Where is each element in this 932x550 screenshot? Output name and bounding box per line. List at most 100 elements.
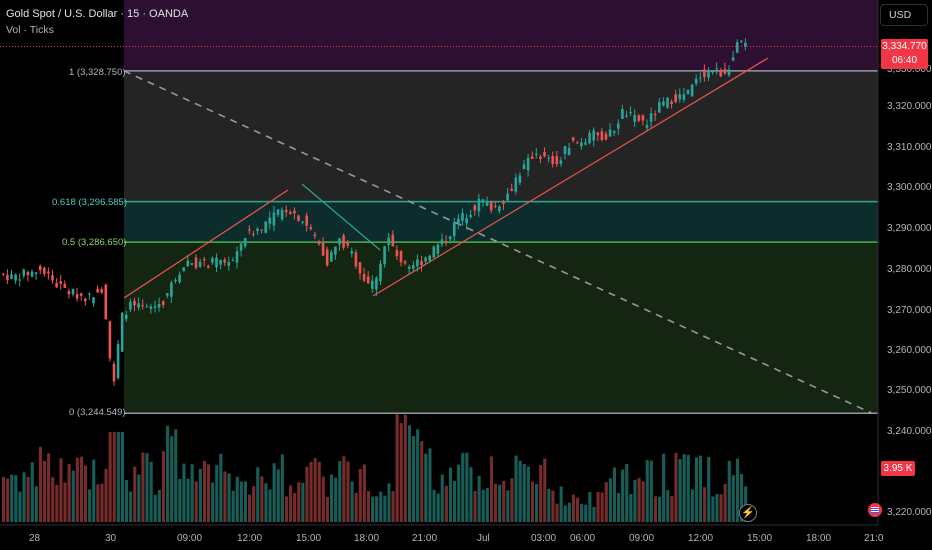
volume-bar [301, 482, 305, 522]
volume-bar [207, 464, 211, 522]
candle-body [104, 284, 108, 320]
candle-body [477, 198, 481, 212]
price-axis[interactable]: 3,330.000 3,320.000 3,310.000 3,300.000 … [877, 0, 932, 525]
tick-3220: 3,220.000 [887, 507, 932, 518]
volume-bar [457, 464, 461, 522]
volume-bar [92, 459, 96, 522]
lightning-icon[interactable]: ⚡ [739, 504, 757, 522]
candle-body [592, 130, 595, 141]
volume-bar [100, 483, 104, 522]
candle-body [223, 259, 226, 263]
candle-body [96, 288, 99, 293]
candle-body [358, 262, 362, 274]
symbol-title[interactable]: Gold Spot / U.S. Dollar · 15 · OANDA [6, 8, 189, 20]
candle-body [157, 304, 161, 308]
volume-bar [584, 504, 588, 522]
candle-body [2, 273, 5, 275]
candle-body [330, 251, 333, 262]
volume-indicator-label[interactable]: Vol · Ticks [6, 24, 54, 36]
candle-body [412, 265, 415, 269]
volume-bar [223, 471, 227, 522]
volume-bar [453, 481, 457, 522]
volume-bar [551, 490, 555, 522]
volume-bar [662, 453, 666, 522]
volume-bar [268, 489, 272, 522]
tick-3330: 3,330.000 [887, 64, 932, 75]
candle-body [338, 238, 341, 245]
candle-body [112, 363, 116, 382]
candle-body [346, 242, 349, 246]
candle-body [670, 101, 673, 105]
volume-bar [297, 482, 301, 522]
volume-bar [469, 467, 473, 522]
volume-bar [174, 429, 178, 522]
us-flag-icon[interactable] [868, 503, 882, 517]
chart-legend[interactable]: Gold Spot / U.S. Dollar · 15 · OANDA Vol… [6, 6, 188, 38]
volume-bar [444, 485, 448, 522]
candle-body [305, 215, 308, 226]
time-axis[interactable]: 28 30 09:00 12:00 15:00 18:00 21:00 Jul … [0, 524, 932, 550]
volume-bar [120, 432, 124, 522]
candle-body [740, 40, 743, 42]
candle-body [276, 209, 280, 215]
candle-body [362, 274, 366, 281]
volume-bar [621, 469, 625, 522]
candle-body [596, 132, 600, 136]
volume-bar [699, 455, 703, 522]
candle-body [63, 283, 67, 288]
volume-bar [678, 459, 682, 522]
tick-3250: 3,250.000 [887, 385, 932, 396]
candle-body [43, 267, 46, 274]
zone-0618-05 [124, 201, 878, 243]
candle-body [678, 94, 682, 100]
volume-bar [22, 472, 26, 522]
fib-labels[interactable]: 1 (3,328.750) 0.618 (3,296.585) 0.5 (3,2… [52, 67, 127, 418]
candle-body [727, 69, 731, 76]
volume-bar [67, 463, 71, 522]
volume-bar [96, 484, 100, 522]
volume-bar [284, 496, 288, 522]
candle-body [715, 68, 718, 70]
fib-zones [124, 0, 878, 414]
candle-body [207, 265, 210, 268]
time-tick-0900b: 09:00 [629, 533, 654, 544]
time-tick-1800b: 18:00 [806, 533, 831, 544]
candle-body [510, 188, 513, 191]
volume-bar [264, 483, 268, 522]
candle-body [694, 78, 698, 84]
candle-body [297, 215, 300, 221]
volume-bar [473, 490, 477, 522]
volume-bar [502, 480, 506, 522]
volume-bar [448, 467, 452, 522]
candle-body [227, 262, 231, 266]
time-tick-1200: 12:00 [237, 533, 262, 544]
candle-body [268, 217, 272, 224]
volume-bar [133, 466, 137, 522]
candle-body [440, 239, 444, 245]
volume-bar [686, 454, 690, 522]
candle-body [617, 123, 620, 129]
volume-bar [629, 493, 633, 522]
volume-bar [227, 473, 231, 522]
volume-bar [727, 460, 731, 522]
candle-body [383, 246, 386, 265]
time-tick-0900: 09:00 [177, 533, 202, 544]
volume-bar [51, 477, 55, 522]
candle-body [248, 229, 251, 231]
volume-bar [14, 475, 18, 522]
volume-bar [703, 487, 707, 522]
candle-body [116, 344, 120, 379]
candle-body [686, 89, 690, 95]
volume-bar [391, 491, 395, 522]
candle-body [59, 281, 62, 284]
volume-bar [194, 481, 198, 522]
candle-body [38, 265, 42, 271]
currency-button[interactable]: USD [880, 4, 928, 26]
volume-bar [612, 467, 616, 522]
volume-bar [366, 490, 370, 522]
volume-bar [477, 475, 481, 522]
candle-body [375, 277, 378, 290]
volume-bar [625, 463, 629, 522]
volume-bar [309, 461, 313, 522]
